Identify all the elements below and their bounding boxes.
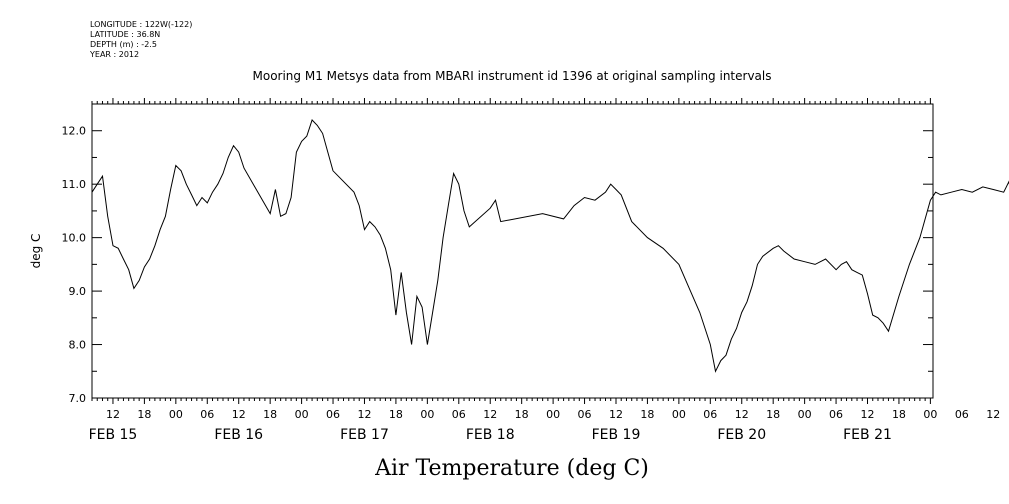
x-tick-label: 12 [357,408,371,421]
x-day-label: FEB 17 [340,427,389,443]
x-tick-label: 06 [326,408,340,421]
x-tick-label: 00 [546,408,560,421]
axis-labels: 12 18 00 06 12 18 00 06 12 18 00 06 12 18 00 06 12 18 00 06… [62,125,1001,443]
chart-caption: Air Temperature (deg C) [374,456,649,481]
x-tick-label: 00 [420,408,434,421]
x-day-label: FEB 18 [466,427,515,443]
longitude-label: LONGITUDE : 122W(-122) [90,20,193,29]
x-tick-label: 00 [798,408,812,421]
plot-frame [91,103,934,399]
axis-ticks [91,98,933,404]
x-day-label: FEB 20 [717,427,766,443]
x-tick-label: 06 [578,408,592,421]
x-tick-label: 00 [295,408,309,421]
x-tick-label: 18 [892,408,906,421]
x-day-label: FEB 21 [843,427,892,443]
y-tick-label: 11.0 [62,178,87,191]
x-tick-label: 12 [986,408,1000,421]
y-tick-label: 8.0 [69,339,87,352]
x-tick-label: 06 [200,408,214,421]
chart-title: Mooring M1 Metsys data from MBARI instru… [253,69,772,83]
x-tick-label: 00 [923,408,937,421]
y-tick-label: 9.0 [69,285,87,298]
x-tick-label: 00 [672,408,686,421]
x-tick-label: 12 [483,408,497,421]
x-tick-label: 12 [609,408,623,421]
x-day-label: FEB 15 [89,427,138,443]
year-label: YEAR : 2012 [90,50,140,59]
x-tick-label: 06 [955,408,969,421]
metadata-block: LONGITUDE : 122W(-122) LATITUDE : 36.8N … [90,20,192,60]
latitude-label: LATITUDE : 36.8N [90,30,161,39]
x-tick-label: 18 [766,408,780,421]
x-tick-label: 18 [263,408,277,421]
x-day-label: FEB 19 [592,427,641,443]
x-tick-label: 12 [232,408,246,421]
x-tick-label: 00 [169,408,183,421]
x-tick-label: 18 [137,408,151,421]
x-tick-label: 12 [735,408,749,421]
x-tick-label: 06 [452,408,466,421]
x-day-label: FEB 16 [214,427,263,443]
x-tick-label: 18 [389,408,403,421]
x-tick-label: 18 [640,408,654,421]
y-tick-label: 10.0 [62,232,87,245]
y-axis-label: deg C [29,234,43,269]
x-tick-label: 12 [861,408,875,421]
x-tick-label: 18 [515,408,529,421]
air-temperature-line [91,119,1009,373]
x-tick-label: 06 [703,408,717,421]
y-tick-label: 7.0 [69,392,87,405]
x-tick-label: 06 [829,408,843,421]
depth-label: DEPTH (m) : -2.5 [90,40,157,49]
y-tick-label: 12.0 [62,125,87,138]
x-tick-label: 12 [106,408,120,421]
